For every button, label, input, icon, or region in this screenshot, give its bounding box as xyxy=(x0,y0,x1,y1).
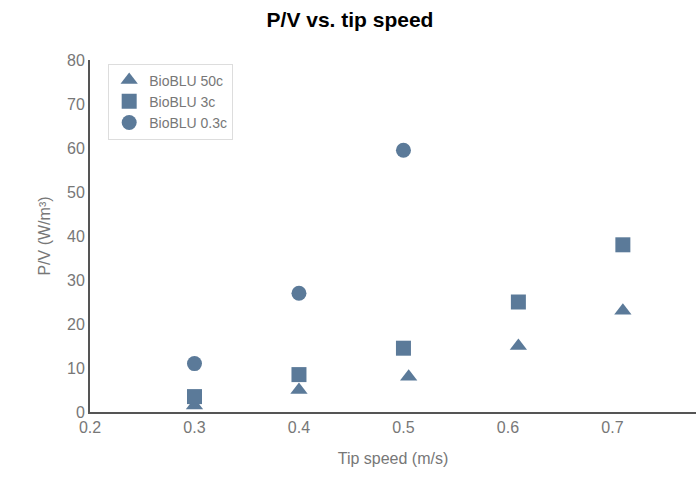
svg-text:50: 50 xyxy=(67,184,85,201)
svg-text:0.2: 0.2 xyxy=(79,419,101,436)
svg-text:0.3: 0.3 xyxy=(183,419,205,436)
svg-text:0.5: 0.5 xyxy=(392,419,414,436)
svg-text:Tip speed (m/s): Tip speed (m/s) xyxy=(338,450,449,467)
svg-text:BioBLU 0.3c: BioBLU 0.3c xyxy=(149,115,227,131)
svg-text:BioBLU 50c: BioBLU 50c xyxy=(149,73,223,89)
svg-text:P/V vs. tip speed: P/V vs. tip speed xyxy=(267,8,434,31)
svg-text:BioBLU 3c: BioBLU 3c xyxy=(149,94,215,110)
svg-text:30: 30 xyxy=(67,272,85,289)
svg-text:10: 10 xyxy=(67,360,85,377)
svg-text:0.4: 0.4 xyxy=(288,419,310,436)
svg-text:40: 40 xyxy=(67,228,85,245)
svg-text:P/V (W/m³): P/V (W/m³) xyxy=(36,196,53,275)
svg-text:60: 60 xyxy=(67,140,85,157)
svg-text:20: 20 xyxy=(67,316,85,333)
svg-text:0.6: 0.6 xyxy=(497,419,519,436)
svg-text:70: 70 xyxy=(67,96,85,113)
svg-text:0: 0 xyxy=(76,404,85,421)
svg-text:0.7: 0.7 xyxy=(601,419,623,436)
svg-text:80: 80 xyxy=(67,52,85,69)
